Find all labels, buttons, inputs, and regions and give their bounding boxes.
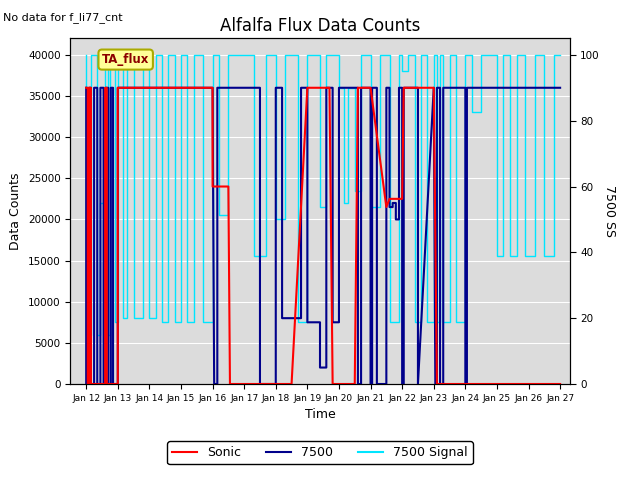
7500 bbox=[209, 85, 216, 91]
7500 bbox=[83, 85, 90, 91]
Title: Alfalfa Flux Data Counts: Alfalfa Flux Data Counts bbox=[220, 17, 420, 36]
Sonic bbox=[556, 381, 564, 387]
Sonic bbox=[335, 381, 343, 387]
7500 bbox=[83, 381, 90, 387]
Y-axis label: Data Counts: Data Counts bbox=[10, 172, 22, 250]
Y-axis label: 7500 SS: 7500 SS bbox=[604, 185, 616, 237]
Sonic bbox=[225, 184, 232, 190]
7500 bbox=[335, 319, 343, 325]
7500 bbox=[93, 85, 101, 91]
Text: No data for f_li77_cnt: No data for f_li77_cnt bbox=[3, 12, 123, 23]
7500 bbox=[556, 85, 564, 91]
7500 bbox=[400, 381, 408, 387]
7500 Signal bbox=[556, 52, 564, 58]
Sonic bbox=[430, 85, 438, 91]
X-axis label: Time: Time bbox=[305, 408, 335, 421]
Line: Sonic: Sonic bbox=[86, 88, 560, 384]
Sonic bbox=[87, 381, 95, 387]
Legend: Sonic, 7500, 7500 Signal: Sonic, 7500, 7500 Signal bbox=[167, 441, 473, 464]
Text: TA_flux: TA_flux bbox=[102, 53, 149, 66]
7500 Signal bbox=[83, 332, 90, 337]
7500 bbox=[357, 85, 365, 91]
7500 Signal bbox=[335, 85, 343, 91]
Sonic bbox=[360, 85, 368, 91]
Sonic bbox=[83, 85, 90, 91]
7500 Signal bbox=[87, 332, 95, 337]
Sonic bbox=[84, 381, 92, 387]
7500 Signal bbox=[83, 52, 90, 58]
Line: 7500: 7500 bbox=[86, 88, 560, 384]
7500 Signal bbox=[550, 253, 557, 259]
7500 Signal bbox=[395, 52, 403, 58]
7500 Signal bbox=[351, 188, 358, 193]
7500 bbox=[87, 85, 95, 91]
7500 Signal bbox=[87, 52, 95, 58]
Line: 7500 Signal: 7500 Signal bbox=[86, 55, 560, 335]
Sonic bbox=[127, 85, 134, 91]
